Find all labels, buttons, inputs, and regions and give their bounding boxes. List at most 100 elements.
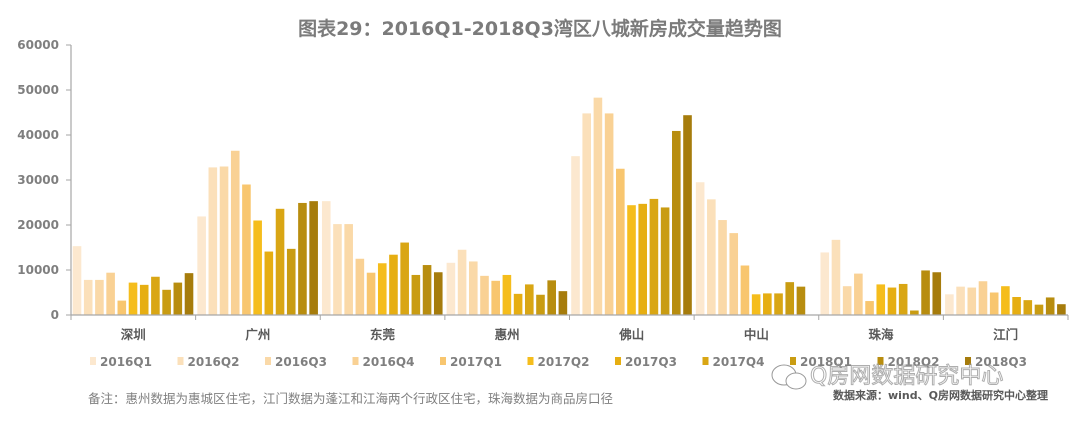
bar-深圳-2017Q1 [117, 300, 127, 315]
bar-广州-2017Q2 [253, 220, 262, 315]
bar-江门-2017Q4 [1023, 300, 1033, 315]
bar-珠海-2017Q2 [876, 284, 886, 315]
legend-swatch [702, 357, 709, 365]
legend-swatch [965, 357, 971, 365]
bar-中山-2016Q2 [707, 199, 716, 315]
category-label: 广州 [245, 327, 270, 342]
bar-东莞-2017Q3 [389, 254, 398, 315]
bar-佛山-2016Q2 [582, 113, 592, 316]
category-label: 惠州 [495, 327, 520, 342]
bar-中山-2017Q3 [763, 293, 772, 315]
bar-东莞-2016Q3 [344, 224, 353, 315]
bar-深圳-2016Q2 [83, 279, 93, 315]
bar-中山-2017Q2 [751, 294, 761, 315]
bar-中山-2017Q1 [740, 265, 750, 315]
legend-item-2018Q3: 2018Q3 [965, 355, 1027, 369]
category-label: 江门 [993, 327, 1018, 342]
category-label: 珠海 [869, 327, 895, 342]
bar-珠海-2018Q1 [910, 310, 919, 315]
bar-珠海-2016Q2 [831, 239, 841, 315]
bar-珠海-2018Q3 [932, 272, 942, 315]
bar-深圳-2016Q4 [106, 272, 115, 315]
category-label: 东莞 [370, 327, 396, 342]
bar-广州-2016Q3 [219, 166, 229, 315]
legend-swatch [527, 357, 534, 365]
y-tick-label: 60000 [17, 38, 59, 52]
bar-东莞-2016Q1 [321, 201, 331, 315]
chart-title: 图表29：2016Q1-2018Q3湾区八城新房成交量趋势图 [298, 17, 782, 40]
bar-佛山-2017Q2 [627, 205, 636, 315]
source-text: 数据来源：wind、Q房网数据研究中心整理 [833, 388, 1048, 402]
legend-label: 2016Q4 [363, 355, 415, 369]
bar-深圳-2016Q3 [95, 279, 104, 315]
bar-广州-2017Q1 [242, 184, 251, 315]
bar-东莞-2018Q2 [422, 265, 432, 315]
bar-深圳-2016Q1 [72, 246, 82, 315]
bar-深圳-2017Q4 [151, 276, 160, 315]
legend-swatch [440, 357, 446, 365]
wechat-icon [771, 364, 807, 390]
legend-item-2016Q4: 2016Q4 [352, 355, 415, 369]
bar-佛山-2016Q1 [571, 156, 580, 315]
bar-江门-2016Q2 [956, 286, 965, 315]
legend-item-2018Q2: 2018Q2 [877, 355, 939, 369]
legend-item-2017Q4: 2017Q4 [702, 355, 765, 369]
bar-中山-2016Q4 [729, 233, 739, 315]
category-label: 深圳 [121, 327, 146, 342]
bar-广州-2016Q2 [208, 167, 218, 315]
bar-江门-2016Q4 [978, 281, 988, 315]
bar-惠州-2018Q2 [547, 280, 556, 315]
bar-深圳-2018Q1 [162, 289, 171, 315]
bar-惠州-2018Q3 [558, 291, 568, 315]
bar-中山-2018Q1 [785, 282, 795, 315]
bar-中山-2018Q2 [796, 286, 806, 315]
bar-江门-2017Q2 [1001, 286, 1010, 315]
bar-佛山-2018Q3 [683, 115, 692, 315]
bar-广州-2018Q2 [298, 202, 307, 315]
bar-深圳-2017Q2 [128, 282, 138, 315]
legend-label: 2017Q2 [538, 355, 590, 369]
bar-佛山-2016Q4 [604, 113, 614, 316]
bar-江门-2017Q3 [1012, 297, 1021, 315]
bar-珠海-2018Q2 [921, 270, 930, 315]
category-label: 中山 [744, 327, 769, 342]
bar-广州-2018Q3 [309, 201, 318, 315]
legend-label: 2018Q1 [800, 355, 852, 369]
legend-item-2016Q3: 2016Q3 [265, 355, 327, 369]
bar-东莞-2016Q4 [355, 258, 365, 315]
bar-广州-2016Q1 [197, 216, 206, 315]
bar-惠州-2017Q2 [502, 274, 512, 315]
y-tick-label: 30000 [17, 173, 59, 187]
legend-label: 2018Q3 [975, 355, 1027, 369]
watermark: Q房网数据研究中心 [771, 364, 1004, 390]
bar-佛山-2017Q1 [616, 168, 625, 315]
bar-江门-2018Q1 [1034, 304, 1044, 315]
bar-佛山-2017Q3 [638, 203, 648, 315]
bar-惠州-2016Q4 [480, 275, 489, 315]
bar-深圳-2017Q3 [139, 284, 149, 315]
bar-惠州-2017Q1 [491, 280, 500, 315]
bar-东莞-2018Q1 [411, 274, 421, 315]
y-tick-label: 10000 [17, 263, 59, 277]
bar-中山-2017Q4 [774, 293, 783, 315]
legend-swatch [615, 357, 621, 365]
bar-东莞-2018Q3 [433, 272, 443, 315]
footnote: 备注：惠州数据为惠城区住宅，江门数据为蓬江和江海两个行政区住宅，珠海数据为商品房… [88, 391, 613, 406]
legend-label: 2017Q4 [713, 355, 765, 369]
watermark-text: Q房网数据研究中心 [810, 364, 1003, 389]
legend-label: 2017Q1 [450, 355, 502, 369]
bar-广州-2016Q4 [230, 150, 240, 315]
legend-item-2017Q3: 2017Q3 [615, 355, 677, 369]
bar-珠海-2017Q1 [865, 301, 874, 315]
bar-佛山-2018Q2 [672, 130, 681, 315]
bar-佛山-2018Q1 [660, 207, 670, 315]
bar-江门-2018Q3 [1057, 304, 1066, 315]
bar-惠州-2016Q1 [446, 262, 456, 315]
bar-中山-2016Q3 [718, 220, 727, 315]
bar-惠州-2018Q1 [536, 294, 545, 315]
bar-东莞-2016Q2 [333, 224, 342, 315]
bar-佛山-2017Q4 [649, 198, 659, 315]
legend-label: 2016Q3 [275, 355, 327, 369]
bar-惠州-2016Q2 [457, 249, 467, 315]
